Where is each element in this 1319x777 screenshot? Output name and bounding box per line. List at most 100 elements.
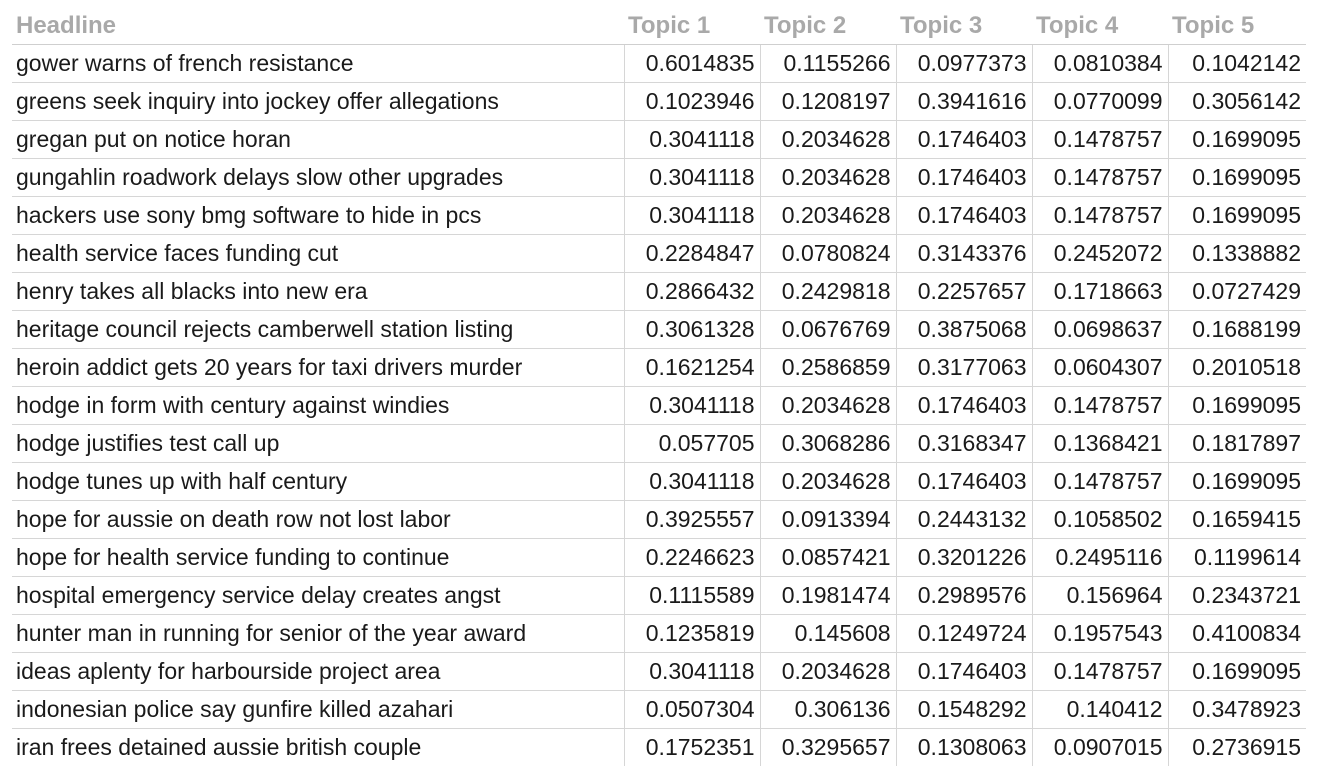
column-header-topic-5[interactable]: Topic 5 [1168,8,1306,45]
topic-4-cell[interactable]: 0.0810384 [1031,44,1168,83]
topic-2-cell[interactable]: 0.0780824 [759,234,896,273]
topic-3-cell[interactable]: 0.1308063 [895,728,1032,766]
topic-1-cell[interactable]: 0.1235819 [623,614,760,653]
topic-3-cell[interactable]: 0.1746403 [895,462,1032,501]
topic-1-cell[interactable]: 0.6014835 [623,44,760,83]
topic-2-cell[interactable]: 0.2034628 [759,386,896,425]
topic-1-cell[interactable]: 0.3041118 [623,462,760,501]
headline-cell[interactable]: hodge justifies test call up [12,424,624,463]
topic-5-cell[interactable]: 0.2736915 [1167,728,1306,766]
topic-3-cell[interactable]: 0.2443132 [895,500,1032,539]
topic-2-cell[interactable]: 0.0857421 [759,538,896,577]
column-header-headline[interactable]: Headline [12,8,624,45]
topic-5-cell[interactable]: 0.1659415 [1167,500,1306,539]
topic-3-cell[interactable]: 0.3201226 [895,538,1032,577]
topic-3-cell[interactable]: 0.0977373 [895,44,1032,83]
topic-5-cell[interactable]: 0.1817897 [1167,424,1306,463]
topic-5-cell[interactable]: 0.1699095 [1167,158,1306,197]
topic-5-cell[interactable]: 0.3478923 [1167,690,1306,729]
topic-2-cell[interactable]: 0.1981474 [759,576,896,615]
topic-1-cell[interactable]: 0.3061328 [623,310,760,349]
topic-4-cell[interactable]: 0.1058502 [1031,500,1168,539]
topic-1-cell[interactable]: 0.3041118 [623,196,760,235]
headline-cell[interactable]: hodge in form with century against windi… [12,386,624,425]
topic-5-cell[interactable]: 0.2010518 [1167,348,1306,387]
headline-cell[interactable]: gregan put on notice horan [12,120,624,159]
topic-4-cell[interactable]: 0.156964 [1031,576,1168,615]
headline-cell[interactable]: hope for health service funding to conti… [12,538,624,577]
topic-3-cell[interactable]: 0.3143376 [895,234,1032,273]
topic-4-cell[interactable]: 0.1957543 [1031,614,1168,653]
headline-cell[interactable]: ideas aplenty for harbourside project ar… [12,652,624,691]
topic-4-cell[interactable]: 0.1478757 [1031,652,1168,691]
topic-4-cell[interactable]: 0.1368421 [1031,424,1168,463]
topic-4-cell[interactable]: 0.0604307 [1031,348,1168,387]
headline-cell[interactable]: iran frees detained aussie british coupl… [16,734,422,760]
topic-3-cell[interactable]: 0.3875068 [895,310,1032,349]
topic-3-cell[interactable]: 0.1746403 [895,652,1032,691]
column-header-topic-2[interactable]: Topic 2 [760,8,896,45]
topic-3-cell[interactable]: 0.1746403 [895,386,1032,425]
topic-3-cell[interactable]: 0.1746403 [895,196,1032,235]
headline-cell[interactable]: hope for aussie on death row not lost la… [12,500,624,539]
topic-3-cell[interactable]: 0.1746403 [895,120,1032,159]
topic-2-cell[interactable]: 0.2034628 [759,462,896,501]
topic-5-cell[interactable]: 0.1338882 [1167,234,1306,273]
topic-5-cell[interactable]: 0.1699095 [1167,462,1306,501]
topic-5-cell[interactable]: 0.2343721 [1167,576,1306,615]
headline-cell[interactable]: indonesian police say gunfire killed aza… [12,690,624,729]
topic-4-cell[interactable]: 0.1478757 [1031,196,1168,235]
topic-4-cell[interactable]: 0.0770099 [1031,82,1168,121]
topic-3-cell[interactable]: 0.3168347 [895,424,1032,463]
topic-5-cell[interactable]: 0.3056142 [1167,82,1306,121]
topic-1-cell[interactable]: 0.2284847 [623,234,760,273]
topic-2-cell[interactable]: 0.3068286 [759,424,896,463]
headline-cell[interactable]: health service faces funding cut [12,234,624,273]
topic-5-cell[interactable]: 0.1688199 [1167,310,1306,349]
topic-1-cell[interactable]: 0.3925557 [623,500,760,539]
topic-5-cell[interactable]: 0.1699095 [1167,196,1306,235]
headline-cell[interactable]: hodge tunes up with half century [12,462,624,501]
topic-2-cell[interactable]: 0.1208197 [759,82,896,121]
topic-4-cell[interactable]: 0.0698637 [1031,310,1168,349]
column-header-topic-4[interactable]: Topic 4 [1032,8,1168,45]
topic-4-cell[interactable]: 0.2495116 [1031,538,1168,577]
topic-4-cell[interactable]: 0.1478757 [1031,158,1168,197]
topic-3-cell[interactable]: 0.3941616 [895,82,1032,121]
headline-cell[interactable]: gower warns of french resistance [12,44,624,83]
topic-1-cell[interactable]: 0.3041118 [623,386,760,425]
topic-4-cell[interactable]: 0.1718663 [1031,272,1168,311]
topic-5-cell[interactable]: 0.1699095 [1167,652,1306,691]
topic-1-cell[interactable]: 0.2246623 [623,538,760,577]
topic-5-cell[interactable]: 0.0727429 [1167,272,1306,311]
headline-cell[interactable]: henry takes all blacks into new era [12,272,624,311]
topic-2-cell[interactable]: 0.2034628 [759,158,896,197]
topic-1-cell[interactable]: 0.3041118 [623,652,760,691]
topic-5-cell[interactable]: 0.1042142 [1167,44,1306,83]
headline-cell[interactable]: hackers use sony bmg software to hide in… [12,196,624,235]
topic-2-cell[interactable]: 0.0676769 [759,310,896,349]
topic-4-cell[interactable]: 0.1478757 [1031,120,1168,159]
topic-2-cell[interactable]: 0.145608 [759,614,896,653]
topic-4-cell[interactable]: 0.0907015 [1031,728,1168,766]
headline-cell[interactable]: hospital emergency service delay creates… [12,576,624,615]
topic-2-cell[interactable]: 0.2429818 [759,272,896,311]
topic-3-cell[interactable]: 0.2989576 [895,576,1032,615]
topic-4-cell[interactable]: 0.2452072 [1031,234,1168,273]
headline-cell[interactable]: heritage council rejects camberwell stat… [12,310,624,349]
topic-1-cell[interactable]: 0.2866432 [623,272,760,311]
headline-cell[interactable]: heroin addict gets 20 years for taxi dri… [12,348,624,387]
headline-cell[interactable]: hunter man in running for senior of the … [12,614,624,653]
topic-3-cell[interactable]: 0.1548292 [895,690,1032,729]
topic-2-cell[interactable]: 0.2034628 [759,196,896,235]
topic-4-cell[interactable]: 0.1478757 [1031,462,1168,501]
topic-4-cell[interactable]: 0.1478757 [1031,386,1168,425]
topic-1-cell[interactable]: 0.0507304 [623,690,760,729]
column-header-topic-3[interactable]: Topic 3 [896,8,1032,45]
topic-3-cell[interactable]: 0.1249724 [895,614,1032,653]
topic-1-cell[interactable]: 0.1023946 [623,82,760,121]
topic-3-cell[interactable]: 0.2257657 [895,272,1032,311]
topic-2-cell[interactable]: 0.2034628 [759,120,896,159]
topic-2-cell[interactable]: 0.3295657 [759,728,896,766]
headline-cell[interactable]: greens seek inquiry into jockey offer al… [12,82,624,121]
